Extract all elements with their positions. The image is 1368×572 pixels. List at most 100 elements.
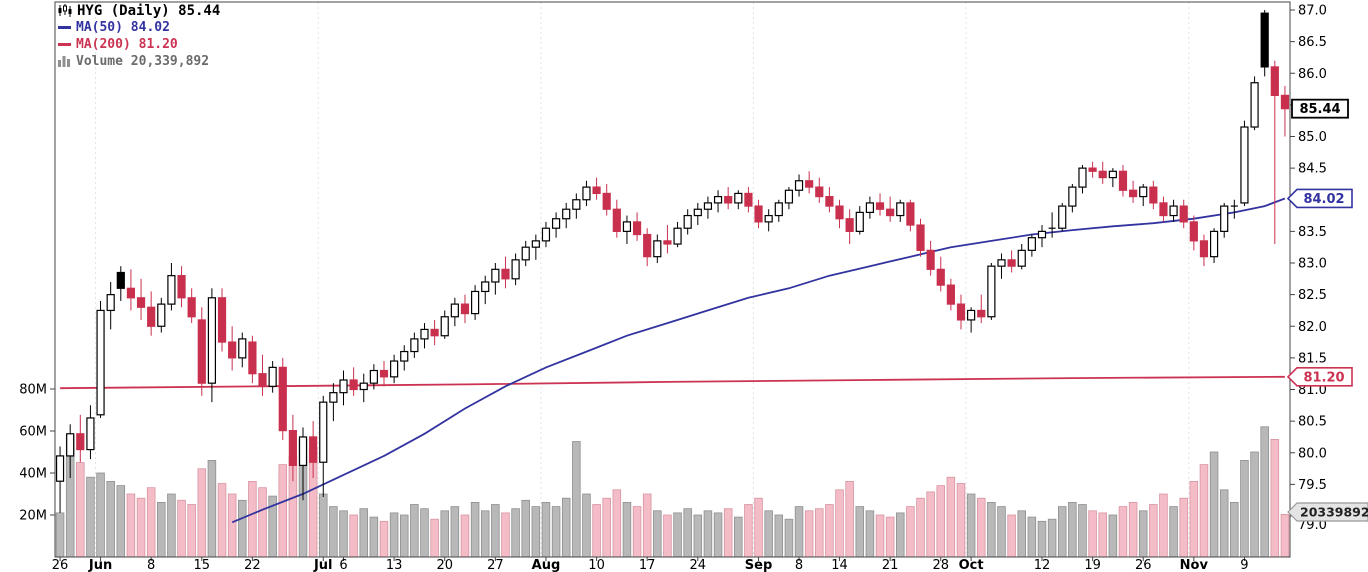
- volume-bar: [1138, 510, 1148, 558]
- price-tick-label: 79.0: [1298, 518, 1327, 533]
- volume-bar: [825, 504, 834, 558]
- date-tick-label: 17: [639, 558, 656, 572]
- candle-body: [805, 180, 814, 188]
- candle-body: [268, 366, 277, 387]
- volume-bar: [561, 497, 571, 558]
- candle-body: [1037, 230, 1047, 239]
- volume-tick-label: 20M: [19, 509, 47, 524]
- volume-bar: [744, 504, 753, 558]
- date-tick-label: 26: [52, 558, 69, 572]
- volume-bar: [1057, 506, 1067, 558]
- price-tick-label: 87.0: [1298, 4, 1327, 19]
- ma200-line: [60, 375, 1285, 390]
- volume-bar: [632, 506, 642, 558]
- volume-bar: [521, 499, 530, 558]
- ma50-price-label: 84.02: [1286, 188, 1353, 209]
- volume-bar: [1017, 510, 1027, 558]
- candle-body: [197, 319, 206, 384]
- candle-body: [238, 338, 247, 359]
- candle-body: [622, 221, 632, 232]
- volume-bar: [430, 518, 439, 558]
- candle-body: [967, 309, 976, 321]
- volume-bar: [723, 508, 733, 558]
- candle-body: [1149, 186, 1158, 204]
- volume-bar: [258, 487, 267, 558]
- candle-body: [1179, 205, 1188, 223]
- date-tick-label: 14: [831, 558, 848, 572]
- volume-bar: [794, 506, 804, 558]
- candle-body: [1159, 202, 1168, 217]
- candle-body: [825, 195, 834, 207]
- volume-bar: [683, 508, 692, 558]
- volume-bar: [1149, 504, 1158, 558]
- candle-body: [379, 369, 389, 378]
- candle-body: [774, 202, 783, 217]
- volume-bar: [976, 497, 986, 558]
- volume-bar: [106, 480, 115, 558]
- candle-body: [1169, 205, 1178, 217]
- candle-body: [855, 211, 864, 232]
- price-tick-label: 82.0: [1298, 320, 1327, 335]
- volume-bar: [389, 512, 399, 558]
- volume-bar: [1118, 506, 1128, 558]
- volume-bar: [896, 512, 905, 558]
- volume-bar: [1169, 506, 1178, 558]
- candle-body: [147, 306, 156, 327]
- candle-body: [1088, 167, 1097, 172]
- legend-volume-row: Volume 20,339,892: [58, 53, 220, 70]
- candle-body: [167, 275, 176, 305]
- date-tick-label: 19: [1084, 558, 1101, 572]
- candle-body: [1017, 249, 1026, 267]
- candle-body: [430, 328, 439, 337]
- candle-body: [956, 303, 966, 321]
- volume-bar: [602, 497, 611, 558]
- candle-body: [1240, 126, 1249, 204]
- date-tick-label: Aug: [532, 558, 561, 572]
- volume-bar: [187, 504, 196, 558]
- date-tick-label: 21: [882, 558, 899, 572]
- candle-body: [471, 290, 480, 315]
- price-axis: 87.0 86.5 86.0 85.0 84.5 83.5 83.0 82.5 82.0 81.5…: [1290, 4, 1327, 533]
- volume-bar: [642, 493, 652, 558]
- ma200-line-swatch: [58, 43, 71, 46]
- date-tick-label: 13: [386, 558, 403, 572]
- volume-bar: [470, 501, 480, 558]
- volume-bar: [906, 506, 915, 558]
- volume-layer: [55, 426, 1290, 558]
- volume-bar: [1128, 501, 1138, 558]
- volume-bar: [774, 514, 784, 558]
- volume-bar: [197, 468, 207, 558]
- volume-bar: [318, 493, 328, 558]
- candle-body: [55, 455, 65, 482]
- svg-text:85.44: 85.44: [1299, 102, 1340, 117]
- candle-body: [562, 208, 571, 220]
- volume-bar: [987, 501, 996, 558]
- candle-body: [764, 214, 773, 223]
- candle-body: [1128, 189, 1138, 198]
- symbol-title: HYG (Daily) 85.44: [77, 2, 221, 19]
- candle-body: [157, 303, 166, 327]
- svg-text:20339892: 20339892: [1300, 505, 1368, 520]
- volume-bar: [1209, 451, 1219, 558]
- volume-bar: [491, 504, 500, 558]
- volume-bar: [1250, 451, 1259, 558]
- volume-bar: [126, 493, 136, 558]
- volume-bar: [157, 501, 166, 558]
- price-tick-label: 81.0: [1298, 383, 1327, 398]
- price-tick-label: 86.0: [1298, 67, 1327, 82]
- volume-bar: [177, 499, 186, 558]
- date-tick-label: 9: [1240, 558, 1248, 572]
- candle-body: [784, 189, 794, 204]
- candle-body: [491, 268, 500, 283]
- date-tick-label: 27: [487, 558, 504, 572]
- volume-bar: [116, 485, 126, 558]
- volume-bar: [1179, 497, 1188, 558]
- volume-bar: [501, 512, 510, 558]
- volume-bar: [399, 514, 409, 558]
- candle-body: [1058, 205, 1067, 229]
- price-tick-label: 84.5: [1298, 162, 1327, 177]
- volume-bar: [966, 493, 976, 558]
- volume-bar: [997, 506, 1006, 558]
- candle-body: [632, 221, 642, 236]
- candle-body: [440, 316, 449, 337]
